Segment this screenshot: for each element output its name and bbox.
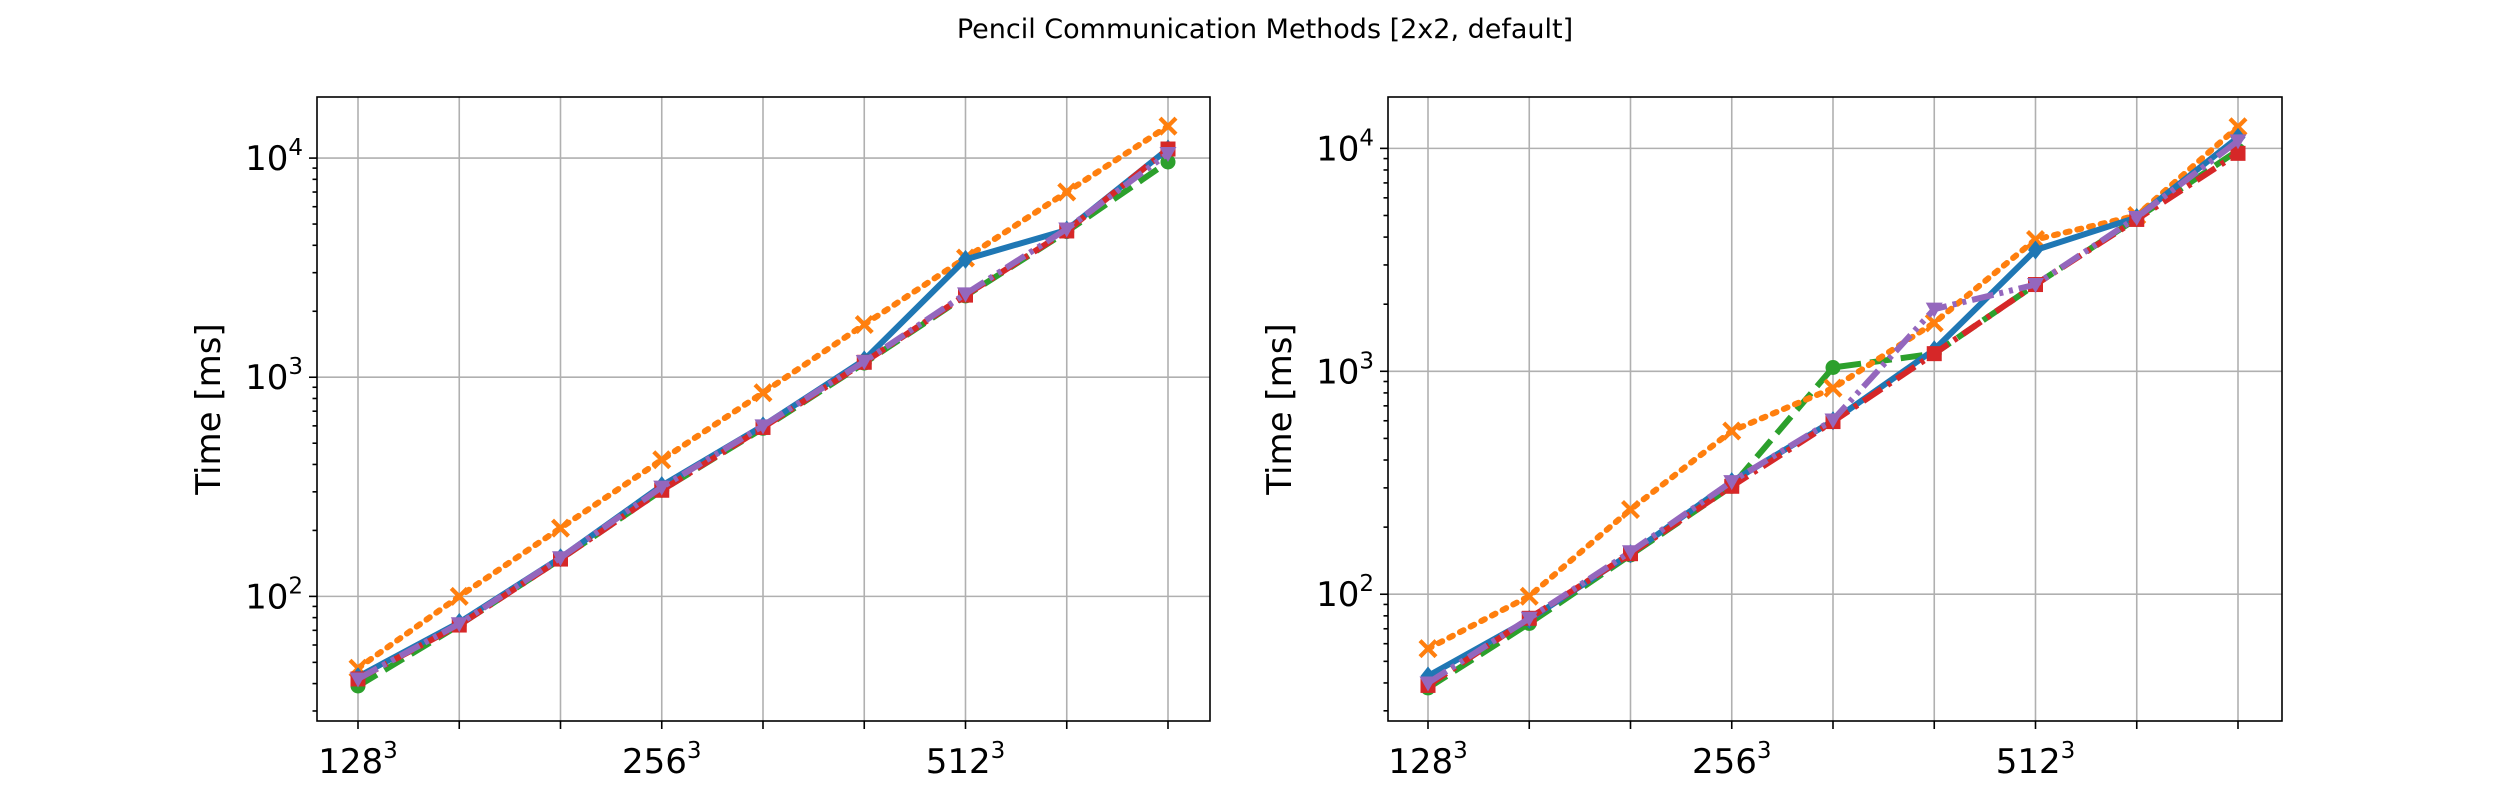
data-point <box>1419 676 1437 692</box>
data-point <box>854 315 874 335</box>
series-5 <box>349 146 1177 688</box>
data-point <box>958 249 973 269</box>
data-point <box>349 672 367 688</box>
data-point <box>2028 240 2043 260</box>
y-axis-label: Time [ms] <box>189 323 229 495</box>
data-point <box>2230 145 2246 161</box>
y-tick-label: 103 <box>245 354 303 398</box>
plot-frame <box>316 96 1211 722</box>
y-tick-label: 103 <box>1316 348 1374 392</box>
data-point <box>450 617 468 633</box>
data-point <box>1824 413 1842 429</box>
data-point <box>1825 360 1841 376</box>
plot-frame <box>1387 96 2283 722</box>
data-point <box>1622 545 1639 561</box>
chart-panel-2: 102 103 104 1283 2563 5123 Time [ms] <box>1260 96 2283 782</box>
data-point <box>551 518 570 538</box>
data-point <box>1621 499 1640 519</box>
data-point <box>2026 230 2045 250</box>
y-tick-label: 102 <box>1316 571 1374 615</box>
data-point <box>957 287 974 303</box>
data-point <box>1520 611 1538 627</box>
data-point <box>1159 146 1177 162</box>
data-point <box>1823 378 1843 398</box>
series-5 <box>1419 134 2247 692</box>
data-point <box>1926 346 1942 362</box>
y-tick-label: 102 <box>245 573 303 617</box>
y-axis-label: Time [ms] <box>1260 323 1300 495</box>
figure-suptitle: Pencil Communication Methods [2x2, defau… <box>957 14 1573 45</box>
data-point <box>552 551 569 567</box>
data-point <box>1057 182 1077 202</box>
data-point <box>1058 222 1076 238</box>
x-tick-label: 2563 <box>622 738 702 782</box>
data-point <box>1723 475 1741 491</box>
data-point <box>855 354 873 370</box>
data-point <box>2228 117 2248 137</box>
x-tick-label: 1283 <box>1388 738 1468 782</box>
data-point <box>753 383 773 403</box>
data-point <box>1158 116 1178 136</box>
x-tick-label: 5123 <box>1996 738 2076 782</box>
data-point <box>2027 278 2044 294</box>
x-tick-label: 1283 <box>318 738 398 782</box>
data-point <box>653 480 671 496</box>
data-point <box>1924 313 1944 333</box>
data-point <box>1925 302 1943 318</box>
data-point <box>449 586 469 606</box>
y-tick-label: 104 <box>1316 125 1374 169</box>
series-line <box>356 151 1170 682</box>
x-tick-label: 5123 <box>926 738 1006 782</box>
data-point <box>2229 134 2247 150</box>
chart-panel-1: 102 103 104 1283 2563 5123 Time [ms] <box>189 96 1211 782</box>
data-point <box>1519 586 1539 606</box>
y-tick-label: 104 <box>245 135 303 179</box>
data-point <box>1418 639 1438 659</box>
data-point <box>754 419 772 435</box>
data-point <box>1722 421 1742 441</box>
x-tick-label: 2563 <box>1692 738 1772 782</box>
data-point <box>652 450 672 470</box>
data-point <box>2128 210 2146 226</box>
